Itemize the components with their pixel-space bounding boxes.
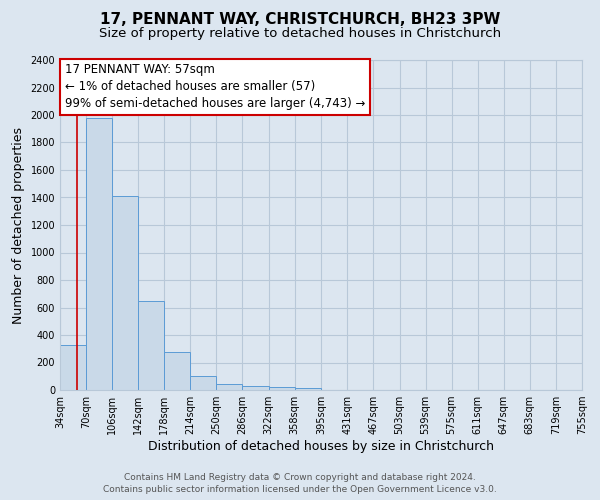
Y-axis label: Number of detached properties: Number of detached properties [12, 126, 25, 324]
Bar [242, 386, 269, 390]
Text: 17 PENNANT WAY: 57sqm
← 1% of detached houses are smaller (57)
99% of semi-detac: 17 PENNANT WAY: 57sqm ← 1% of detached h… [65, 64, 365, 110]
Bar [60, 344, 86, 390]
Bar [112, 196, 138, 390]
Text: 17, PENNANT WAY, CHRISTCHURCH, BH23 3PW: 17, PENNANT WAY, CHRISTCHURCH, BH23 3PW [100, 12, 500, 28]
Bar [295, 388, 320, 390]
Bar [138, 300, 164, 390]
Text: Contains public sector information licensed under the Open Government Licence v3: Contains public sector information licen… [103, 484, 497, 494]
X-axis label: Distribution of detached houses by size in Christchurch: Distribution of detached houses by size … [148, 440, 494, 453]
Bar [86, 118, 112, 390]
Text: Size of property relative to detached houses in Christchurch: Size of property relative to detached ho… [99, 28, 501, 40]
Bar [164, 352, 190, 390]
Bar [190, 376, 217, 390]
Bar [217, 384, 242, 390]
Bar [269, 387, 295, 390]
Text: Contains HM Land Registry data © Crown copyright and database right 2024.: Contains HM Land Registry data © Crown c… [124, 473, 476, 482]
